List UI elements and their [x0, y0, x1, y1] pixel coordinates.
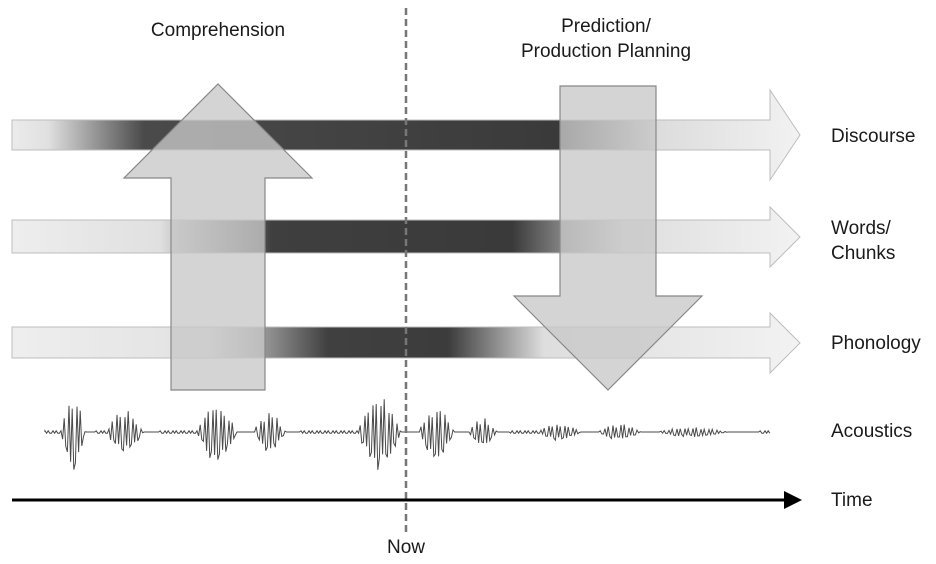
level-label-phonology: Phonology [831, 333, 921, 354]
prediction-heading-line2: Production Planning [520, 41, 692, 62]
level-label-words: Words/ Chunks [831, 216, 895, 266]
comprehension-heading: Comprehension [118, 18, 318, 43]
level-label-words-line1: Words/ [831, 218, 891, 239]
level-label-words-line2: Chunks [831, 243, 896, 264]
words-band-arrow [11, 205, 801, 269]
comprehension-up-arrow [122, 83, 314, 391]
acoustics-waveform [44, 399, 771, 470]
waveform-trace [44, 399, 771, 470]
level-label-acoustics: Acoustics [831, 421, 913, 442]
level-label-discourse: Discourse [831, 126, 916, 147]
prediction-heading: Prediction/ Production Planning [496, 14, 716, 64]
now-label: Now [386, 537, 425, 558]
time-axis-arrowhead [784, 491, 802, 509]
time-axis-label: Time [831, 490, 873, 511]
prediction-heading-line1: Prediction/ [561, 16, 651, 37]
prediction-down-arrow [512, 85, 704, 391]
comprehension-heading-text: Comprehension [150, 20, 286, 41]
